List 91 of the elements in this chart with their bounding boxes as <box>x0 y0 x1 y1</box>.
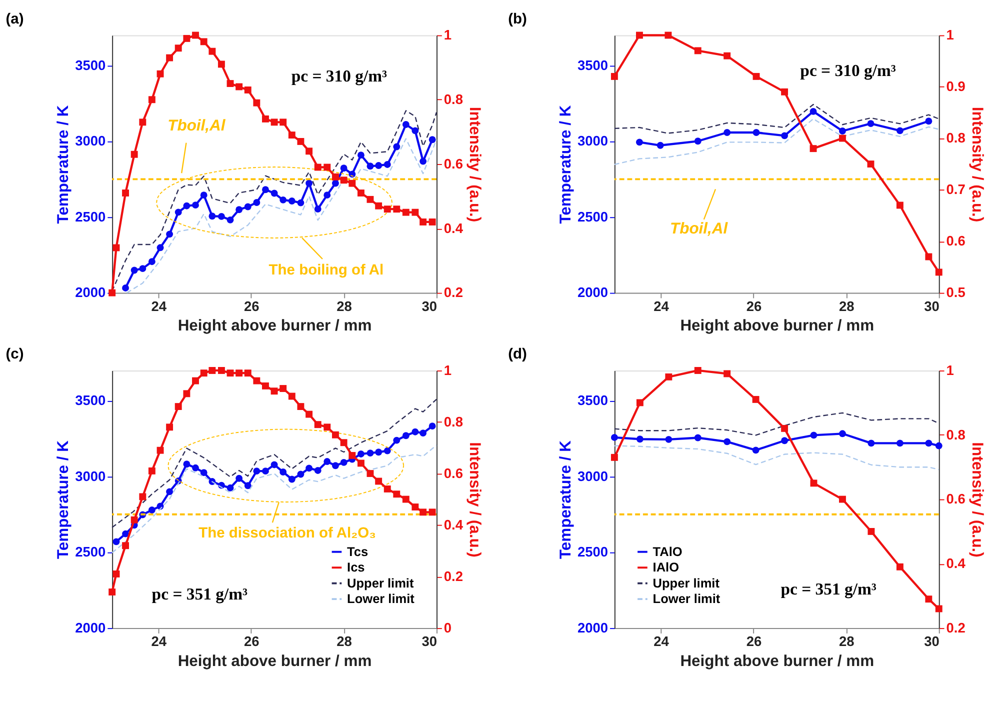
y2-tick-label: 0.4 <box>444 517 464 532</box>
chart-title: (b) <box>508 11 528 28</box>
y2-tick-label: 1 <box>946 362 954 378</box>
y-axis-title: Temperature / K <box>558 440 575 560</box>
y2-tick-label: 1 <box>444 28 452 43</box>
y2-tick-label: 0.2 <box>946 620 966 636</box>
legend-label: Upper limit <box>652 575 720 590</box>
legend-label: Tboil,Al <box>670 220 728 238</box>
annotation: pc = 310 g/m³ <box>291 66 388 86</box>
y-tick-label: 2500 <box>75 544 106 560</box>
legend-label: TAlO <box>652 544 682 559</box>
x-tick-label: 30 <box>924 299 940 314</box>
y2-tick-label: 0.6 <box>444 466 464 481</box>
y2-axis-title: Intensity / (a.u.) <box>466 442 483 558</box>
y-tick-label: 3000 <box>577 134 608 149</box>
y-tick-label: 2500 <box>577 544 608 560</box>
line-series <box>614 104 940 134</box>
y2-tick-label: 0.8 <box>444 92 464 108</box>
line-series <box>111 398 438 528</box>
y-axis-title: Temperature / K <box>558 104 575 224</box>
line-series <box>614 412 940 436</box>
y2-tick-label: 0.8 <box>946 427 966 442</box>
y2-tick-label: 0.2 <box>444 568 464 584</box>
x-tick-label: 24 <box>151 299 167 314</box>
x-tick-label: 24 <box>654 299 670 314</box>
y-axis-title: Temperature / K <box>55 440 72 560</box>
y2-tick-label: 0.6 <box>444 156 464 172</box>
y-tick-label: 2500 <box>577 209 608 224</box>
annotation: The boiling of Al <box>268 262 384 279</box>
chart-title: (c) <box>6 346 24 363</box>
y-tick-label: 2500 <box>75 209 106 224</box>
y2-tick-label: 0 <box>444 620 452 636</box>
y-tick-label: 2000 <box>577 620 608 636</box>
x-tick-label: 26 <box>244 634 260 650</box>
y-tick-label: 3000 <box>75 468 106 484</box>
annotation: The dissociation of Al₂O₃ <box>198 526 376 542</box>
y2-axis-title: Intensity / (a.u.) <box>968 442 986 558</box>
x-tick-label: 30 <box>924 634 940 650</box>
y2-tick-label: 0.5 <box>946 285 966 300</box>
x-tick-label: 28 <box>336 299 352 314</box>
y2-tick-label: 0.8 <box>946 130 966 146</box>
legend-label: Lower limit <box>347 590 416 606</box>
y-axis-title: Temperature / K <box>55 104 72 224</box>
y-tick-label: 3000 <box>75 134 106 149</box>
x-tick-label: 26 <box>746 299 762 314</box>
y-tick-label: 2000 <box>75 620 106 636</box>
x-tick-label: 28 <box>839 299 855 314</box>
y2-tick-label: 0.6 <box>946 234 966 249</box>
x-tick-label: 28 <box>839 634 855 650</box>
legend-label: IAlO <box>652 560 680 575</box>
y2-tick-label: 0.4 <box>444 220 464 236</box>
y2-axis-title: Intensity / (a.u.) <box>968 106 986 222</box>
y-tick-label: 3000 <box>577 468 608 484</box>
ref-line-label: Tboil,Al <box>168 117 226 134</box>
y2-tick-label: 0.9 <box>946 79 966 94</box>
chart-title: (a) <box>6 11 24 28</box>
y2-tick-label: 0.6 <box>946 492 966 507</box>
y2-tick-label: 1 <box>444 362 452 378</box>
x-tick-label: 24 <box>151 634 167 650</box>
y2-tick-label: 1 <box>946 28 954 43</box>
x-tick-label: 30 <box>422 299 438 314</box>
y-tick-label: 3500 <box>75 393 106 408</box>
x-tick-label: 24 <box>654 634 670 650</box>
y2-tick-label: 0.7 <box>946 182 966 198</box>
legend-label: Lower limit <box>652 590 721 606</box>
x-tick-label: 28 <box>336 634 352 650</box>
x-axis-title: Height above burner / mm <box>178 652 372 670</box>
y2-tick-label: 0.2 <box>444 285 464 300</box>
chart-title: (d) <box>508 346 528 363</box>
y2-tick-label: 0.8 <box>444 414 464 430</box>
x-axis-title: Height above burner / mm <box>680 652 874 670</box>
y-tick-label: 3500 <box>577 58 608 73</box>
line-series <box>614 445 940 470</box>
x-tick-label: 26 <box>244 299 260 314</box>
legend-label: Tcs <box>347 544 368 559</box>
y-tick-label: 2000 <box>577 285 608 300</box>
annotation: pc = 310 g/m³ <box>800 61 896 80</box>
annotation: pc = 351 g/m³ <box>780 579 876 598</box>
x-axis-title: Height above burner / mm <box>680 318 874 335</box>
y-tick-label: 3500 <box>577 393 608 408</box>
legend-label: Ics <box>347 560 365 575</box>
annotation: pc = 351 g/m³ <box>152 584 248 604</box>
x-axis-title: Height above burner / mm <box>178 318 372 335</box>
y-tick-label: 2000 <box>75 285 106 300</box>
y2-axis-title: Intensity / (a.u.) <box>466 106 483 222</box>
legend-label: Upper limit <box>347 575 414 590</box>
y-tick-label: 3500 <box>75 58 106 73</box>
x-tick-label: 26 <box>746 634 762 650</box>
line-series <box>614 118 940 166</box>
x-tick-label: 30 <box>422 634 438 650</box>
y2-tick-label: 0.4 <box>946 556 966 572</box>
